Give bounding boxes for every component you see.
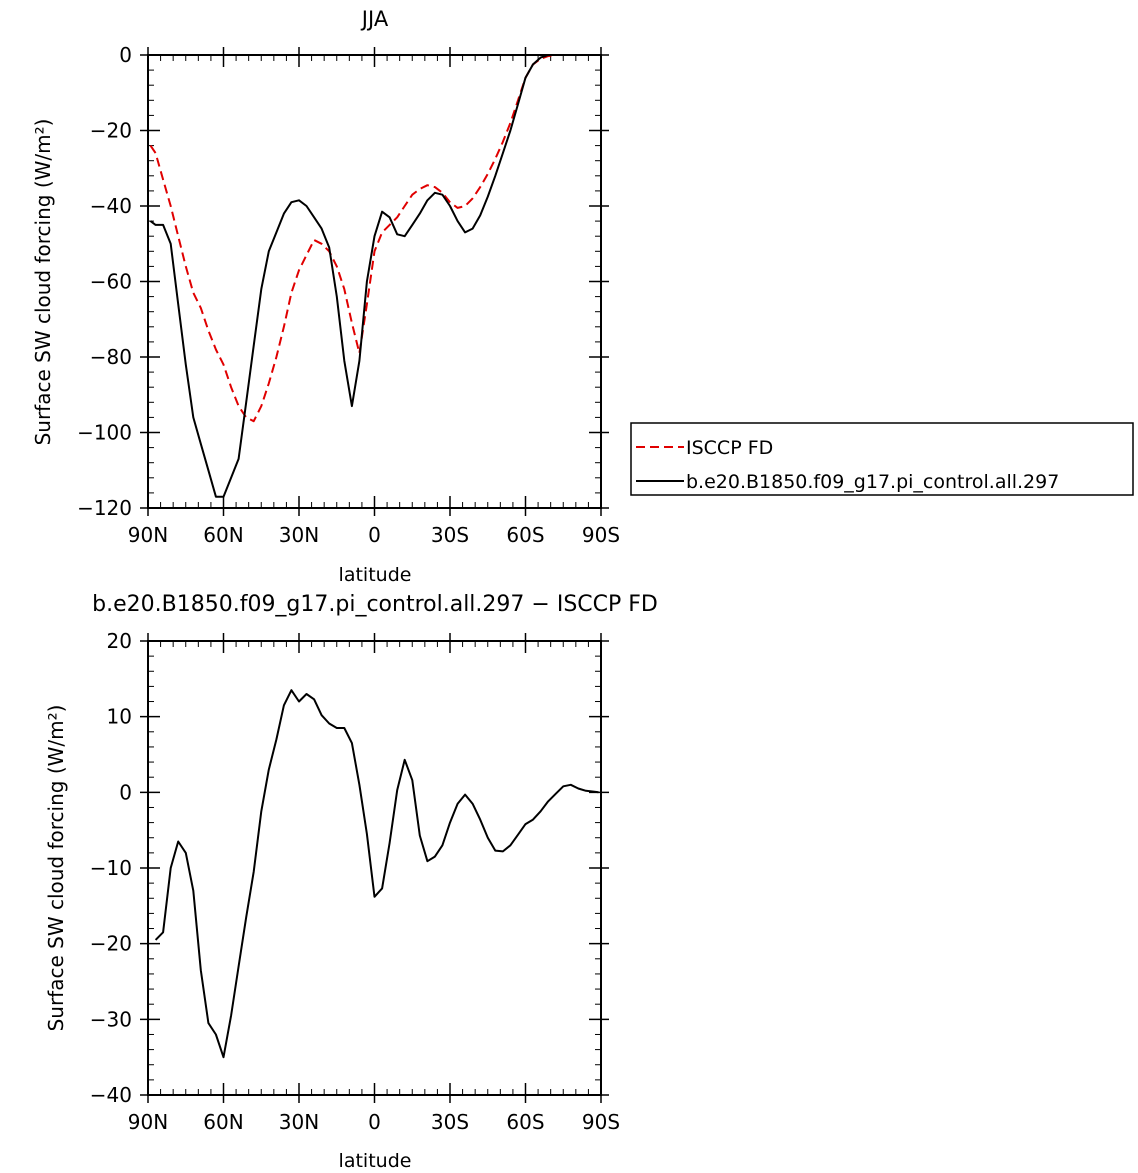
- bottom-ylabel: Surface SW cloud forcing (W/m²): [44, 705, 68, 1032]
- top-panel: JJA Surface SW cloud forcing (W/m²) lati…: [31, 7, 1134, 586]
- x-tick-label: 90S: [582, 1110, 620, 1134]
- legend-box: [630, 422, 1134, 496]
- y-tick-label: 10: [107, 705, 132, 729]
- legend: ISCCP FD b.e20.B1850.f09_g17.pi_control.…: [630, 422, 1134, 496]
- x-tick-label: 90S: [582, 523, 620, 547]
- top-title: JJA: [360, 7, 389, 31]
- x-tick-label: 30S: [431, 523, 469, 547]
- bottom-xlabel: latitude: [339, 1150, 412, 1172]
- x-tick-label: 30N: [279, 1110, 319, 1134]
- y-tick-label: −100: [77, 421, 132, 445]
- top-plot-frame: [147, 54, 602, 509]
- x-tick-label: 60N: [203, 523, 243, 547]
- bottom-series-lines: [154, 689, 599, 1059]
- bottom-panel: b.e20.B1850.f09_g17.pi_control.all.297 −…: [44, 592, 658, 1172]
- x-tick-label: 60S: [506, 1110, 544, 1134]
- x-tick-label: 30S: [431, 1110, 469, 1134]
- x-tick-label: 30N: [279, 523, 319, 547]
- y-tick-label: −60: [90, 270, 132, 294]
- x-tick-label: 90N: [128, 523, 168, 547]
- x-tick-label: 90N: [128, 1110, 168, 1134]
- y-tick-label: −20: [90, 119, 132, 143]
- y-tick-label: −30: [90, 1007, 132, 1031]
- x-tick-label: 0: [368, 1110, 381, 1134]
- bottom-plot-frame: [147, 640, 602, 1096]
- y-tick-label: −40: [90, 194, 132, 218]
- series-line-model: [154, 689, 599, 1059]
- legend-label-isccp: ISCCP FD: [686, 437, 773, 459]
- bottom-title: b.e20.B1850.f09_g17.pi_control.all.297 −…: [92, 592, 658, 617]
- y-tick-label: −80: [90, 345, 132, 369]
- top-axes-ticks: 90N 60N 30N 0 30S 60S 90S 0 −20 −40 −60 −80 −100 −120: [77, 43, 620, 547]
- y-tick-label: −40: [90, 1083, 132, 1107]
- series-line-model: [149, 54, 599, 498]
- y-tick-label: 0: [119, 780, 132, 804]
- top-ylabel: Surface SW cloud forcing (W/m²): [31, 119, 55, 446]
- x-tick-label: 60S: [506, 523, 544, 547]
- y-tick-label: −120: [77, 496, 132, 520]
- y-tick-label: −10: [90, 856, 132, 880]
- x-tick-label: 60N: [203, 1110, 243, 1134]
- x-tick-label: 0: [368, 523, 381, 547]
- legend-label-model: b.e20.B1850.f09_g17.pi_control.all.297: [686, 471, 1059, 493]
- top-xlabel: latitude: [339, 564, 412, 586]
- y-tick-label: −20: [90, 932, 132, 956]
- top-series-lines: [149, 54, 599, 498]
- y-tick-label: 20: [107, 629, 132, 653]
- y-tick-label: 0: [119, 43, 132, 67]
